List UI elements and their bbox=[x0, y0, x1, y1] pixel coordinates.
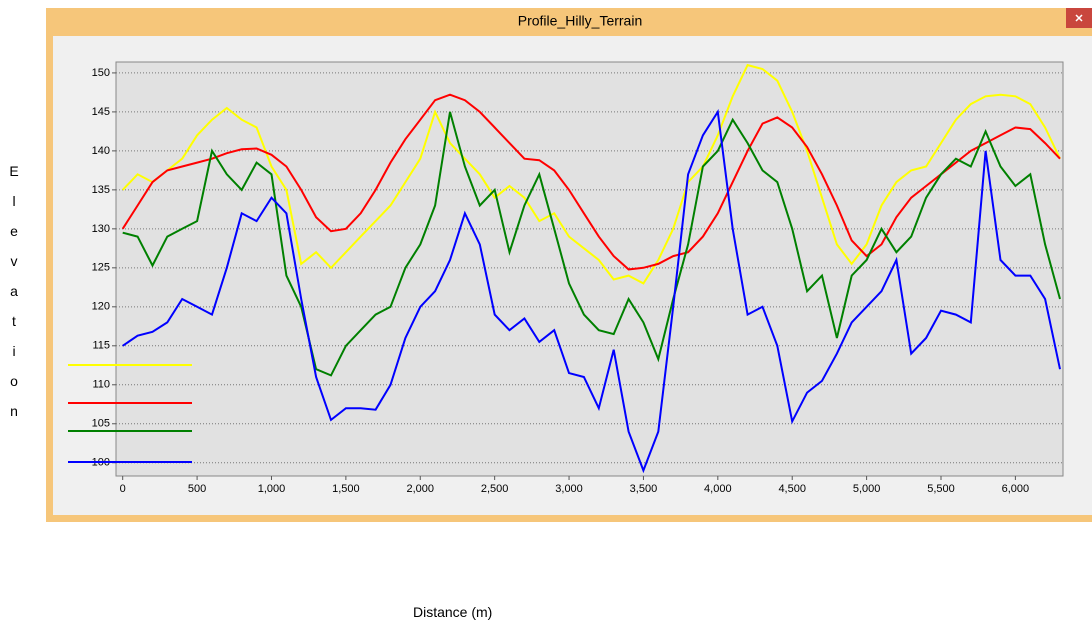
x-tick-label: 4,500 bbox=[778, 483, 806, 495]
y-tick-label: 120 bbox=[92, 301, 110, 313]
y-tick-label: 140 bbox=[92, 145, 110, 157]
y-tick-label: 135 bbox=[92, 184, 110, 196]
x-tick-label: 1,500 bbox=[332, 483, 360, 495]
y-axis-label: Elevation bbox=[6, 163, 22, 433]
x-tick-label: 3,500 bbox=[630, 483, 658, 495]
close-icon bbox=[1075, 14, 1083, 22]
x-axis-label: Distance (m) bbox=[413, 604, 493, 620]
y-tick-label: 115 bbox=[92, 340, 110, 352]
x-tick-label: 4,000 bbox=[704, 483, 732, 495]
x-tick-label: 6,000 bbox=[1002, 483, 1030, 495]
y-tick-label: 130 bbox=[92, 223, 110, 235]
x-tick-label: 0 bbox=[120, 483, 126, 495]
series-line bbox=[122, 109, 1061, 474]
chart-title: Profile_Hilly_Terrain bbox=[518, 13, 643, 29]
y-tick-label: 150 bbox=[92, 67, 110, 79]
x-tick-label: 1,000 bbox=[258, 483, 286, 495]
x-tick-label: 500 bbox=[188, 483, 206, 495]
series-line bbox=[121, 63, 1061, 285]
series-line bbox=[122, 111, 1061, 377]
y-tick-label: 110 bbox=[92, 379, 110, 391]
plot-area bbox=[115, 61, 1064, 477]
x-tick-label: 3,000 bbox=[555, 483, 583, 495]
x-tick-label: 2,500 bbox=[481, 483, 509, 495]
x-tick-label: 5,000 bbox=[853, 483, 881, 495]
x-tick-label: 2,000 bbox=[406, 483, 434, 495]
y-tick-label: 125 bbox=[92, 262, 110, 274]
y-tick-label: 145 bbox=[92, 106, 110, 118]
x-tick-label: 5,500 bbox=[927, 483, 955, 495]
series-line bbox=[121, 93, 1061, 271]
y-tick-label: 105 bbox=[92, 418, 110, 430]
